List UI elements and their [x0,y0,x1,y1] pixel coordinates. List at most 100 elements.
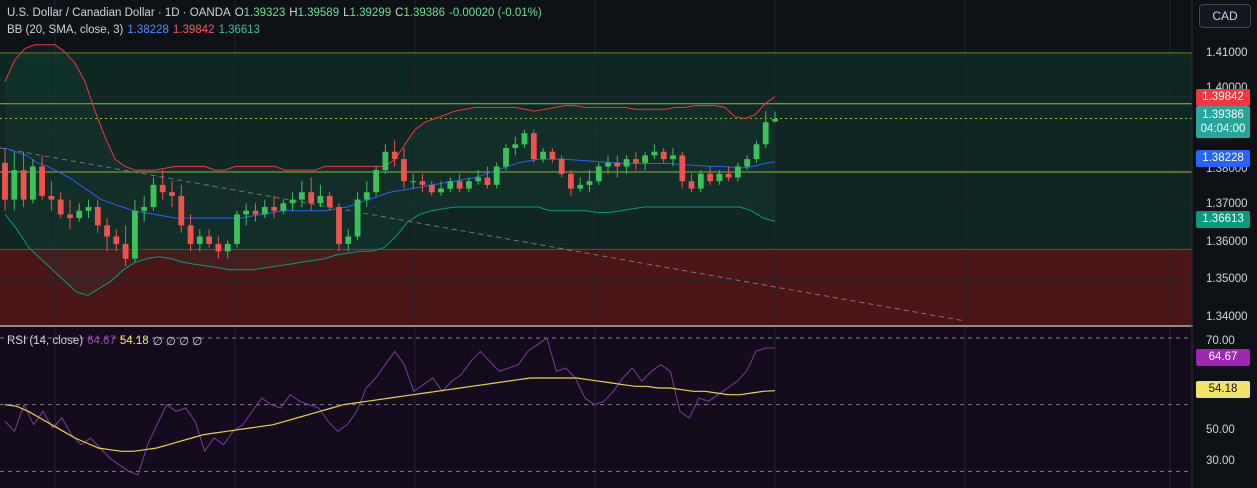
candle-body [772,118,778,122]
rsi-layer [0,337,1192,476]
candle-body [317,195,324,204]
candle-body [633,159,639,163]
candle-body [57,199,64,215]
candle-body [261,207,268,215]
rsi-line [4,337,775,476]
price-tick: 1.37000 [1206,198,1248,210]
candle-body [85,207,92,211]
candle-body [391,151,398,160]
candle-body [735,166,741,178]
trend-line [0,147,966,322]
candle-body [503,148,509,167]
candle-body [187,225,194,244]
candle-body [456,181,463,189]
candle-body [30,166,36,200]
symbol-title[interactable]: U.S. Dollar / Canadian Dollar · 1D · OAN… [7,7,231,19]
bb-basis-value: 1.38228 [127,24,169,36]
candle-body [122,243,129,259]
candle-body [234,214,240,244]
candle-body [289,199,296,204]
candle-body [512,144,519,148]
candle-body [466,181,472,189]
rsi-ma-line [4,377,776,452]
rsi-ma-value: 54.18 [119,335,149,347]
candle-body [11,170,18,200]
currency-button[interactable]: CAD [1199,4,1251,28]
candle-body [614,162,621,167]
bb-lower-line [4,206,776,297]
rsi-legend[interactable]: RSI (14, close) 64.67 54.18 ∅ ∅ ∅ ∅ [7,334,206,348]
candle-body [224,243,231,252]
candle-body [707,173,713,182]
candle-body [744,159,751,167]
close-label: C [395,7,404,19]
candle-body [605,162,611,167]
candle-body [493,166,500,185]
open-value: 1.39323 [243,7,286,19]
candle-body [206,236,212,244]
rsi-label: RSI (14, close) [7,335,84,347]
bb-lower-badge: 1.36613 [1196,211,1250,228]
candle-body [178,195,185,226]
candle-body [716,173,723,182]
candle-body [252,210,259,215]
candle-body [345,236,352,244]
candle-body [688,181,695,189]
candle-body [410,181,417,183]
bb-upper-line [4,44,776,171]
candle-body [271,207,277,211]
candle-body [215,243,222,252]
candle-body [521,133,528,145]
candle-body [419,181,426,185]
symbol-legend: U.S. Dollar / Canadian Dollar · 1D · OAN… [7,7,546,19]
bb-label: BB (20, SMA, close, 3) [7,24,124,36]
candle-body [132,210,138,259]
price-tick: 1.35000 [1206,273,1248,285]
candle-body [20,170,27,200]
candle-body [530,133,537,160]
candle-body [568,173,574,189]
price-tick: 1.34000 [1206,311,1248,323]
candle-body [48,195,55,200]
rsi-tick: 50.00 [1206,424,1235,436]
candle-body [484,177,491,185]
price-axis-background [1193,0,1257,488]
candle-body [308,192,315,204]
candle-body [660,151,667,160]
candle-body [326,195,333,207]
zones-layer [0,52,1192,488]
candle-body [39,166,45,196]
bb-legend[interactable]: BB (20, SMA, close, 3) 1.38228 1.39842 1… [7,24,264,36]
candle-body [586,181,593,185]
candle-body [2,162,8,200]
rsi-ma-badge: 54.18 [1196,381,1250,398]
low-label: L [343,7,350,19]
candle-body [642,155,648,163]
candle-body [159,184,166,193]
bb-upper-value: 1.39842 [172,24,215,36]
candle-body [558,159,565,174]
candle-body [113,236,120,244]
upper-zone [0,52,1192,104]
candle-body [354,199,361,237]
candle-body [577,184,584,189]
candle-body [243,210,250,215]
candle-body [595,166,602,182]
candle-body [670,155,676,160]
countdown-label: 04:04:00 [1200,123,1246,135]
candles-layer[interactable] [2,111,778,266]
support-zone [0,249,1192,325]
candle-body [363,192,370,200]
last-price-label: 1.39386 [1202,109,1244,121]
candle-body [697,173,704,189]
candle-body [150,184,157,207]
candle-body [169,192,175,196]
high-value: 1.39589 [297,7,340,19]
open-label: O [234,7,244,19]
candle-body [725,173,732,178]
candle-body [401,159,407,182]
candle-body [679,155,686,182]
candle-body [540,151,546,160]
